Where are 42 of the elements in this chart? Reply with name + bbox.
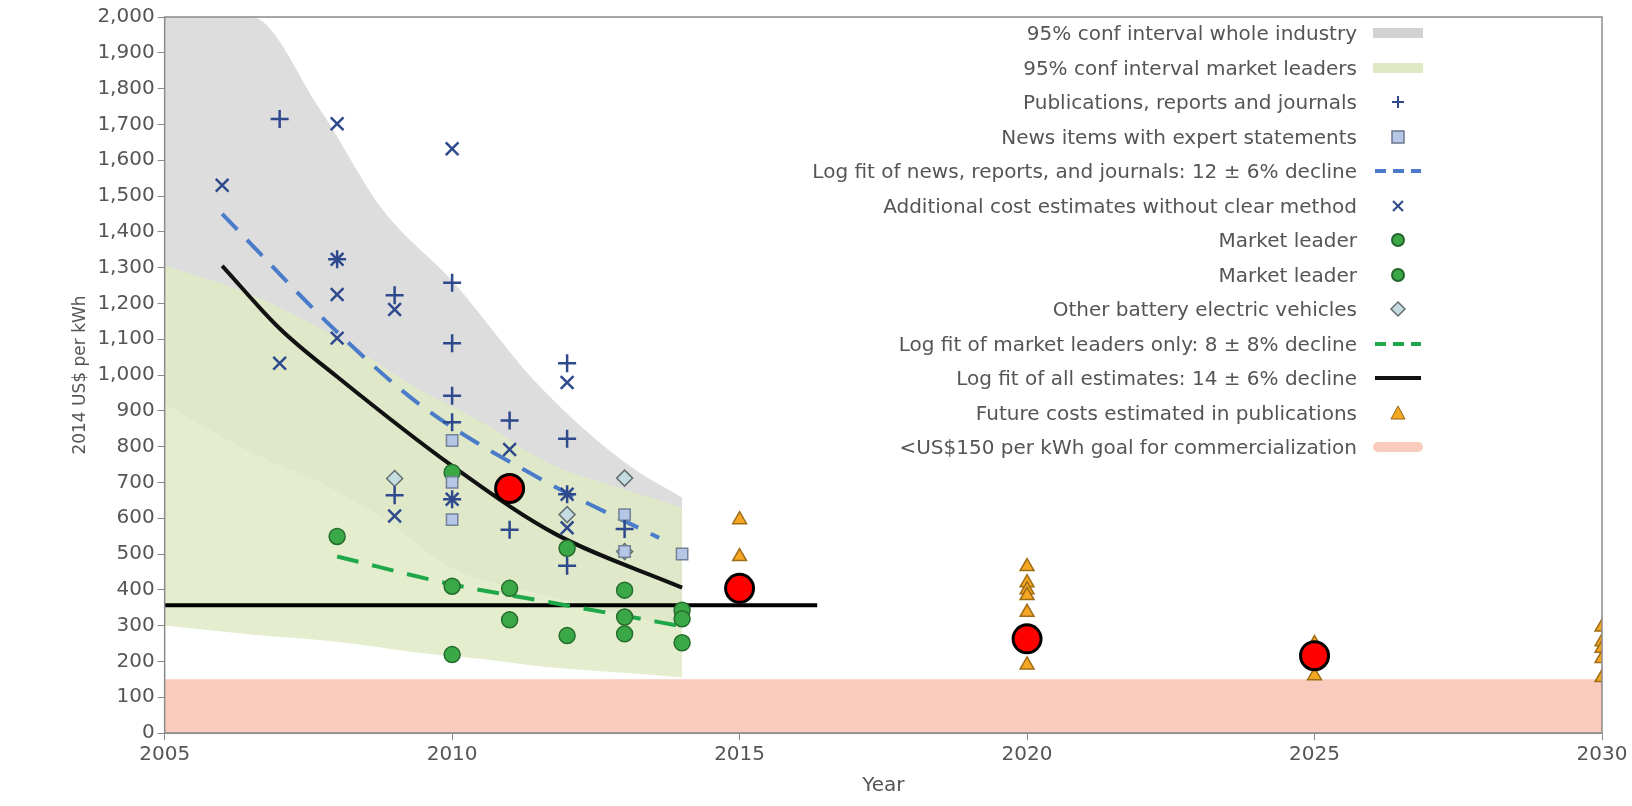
y-tick-label: 1,100 <box>97 325 155 350</box>
y-tick-label: 700 <box>116 468 155 493</box>
legend-label: Market leader <box>1218 228 1357 253</box>
y-tick-label: 1,600 <box>97 146 155 171</box>
legend-label: 95% conf interval market leaders <box>1023 55 1357 80</box>
y-tick-label: 0 <box>141 719 155 744</box>
legend-label: News items with expert statements <box>1001 124 1357 149</box>
legend-label: 95% conf interval whole industry <box>1026 21 1357 46</box>
legend-label: Additional cost estimates without clear method <box>883 193 1357 218</box>
y-tick-label: 400 <box>116 576 155 600</box>
x-axis-title: Year <box>861 772 906 797</box>
y-tick-label: 500 <box>116 540 155 565</box>
legend-label: Log fit of all estimates: 14 ± 6% decline <box>956 366 1357 391</box>
y-tick-label: 1,700 <box>97 110 155 135</box>
x-tick-label: 2015 <box>714 741 766 766</box>
y-tick-label: 1,900 <box>97 39 155 63</box>
legend-label: Publications, reports and journals <box>1023 90 1357 115</box>
x-tick-label: 2025 <box>1289 741 1340 766</box>
y-tick-label: 1,000 <box>97 361 155 386</box>
y-axis-title: 2014 US$ per kWh <box>68 295 89 455</box>
y-tick-label: 800 <box>116 432 155 457</box>
y-tick-label: 2,000 <box>97 3 155 28</box>
x-tick-label: 2020 <box>1001 741 1053 766</box>
y-tick-label: 1,500 <box>97 182 155 207</box>
x-tick-label: 2005 <box>139 741 191 766</box>
legend-label: Log fit of news, reports, and journals: 12 ± 6% decline <box>812 159 1357 184</box>
y-tick-label: 600 <box>116 504 155 529</box>
y-tick-label: 1,200 <box>97 289 155 314</box>
y-tick-label: 900 <box>116 397 155 421</box>
x-tick-label: 2010 <box>426 741 478 766</box>
y-tick-label: 1,300 <box>97 253 155 278</box>
y-tick-label: 200 <box>116 647 155 672</box>
legend-label: Future costs estimated in publications <box>975 400 1357 425</box>
legend-label: <US$150 per kWh goal for commercialization <box>899 435 1357 460</box>
legend-label: Other battery electric vehicles <box>1052 297 1357 322</box>
y-tick-label: 100 <box>116 683 155 708</box>
y-tick-label: 1,400 <box>97 218 155 242</box>
legend-label: Market leader <box>1218 262 1357 287</box>
y-tick-label: 1,800 <box>97 74 155 99</box>
x-tick-label: 2030 <box>1576 741 1628 766</box>
y-tick-label: 300 <box>116 611 155 636</box>
legend-label: Log fit of market leaders only: 8 ± 8% decline <box>898 331 1357 356</box>
